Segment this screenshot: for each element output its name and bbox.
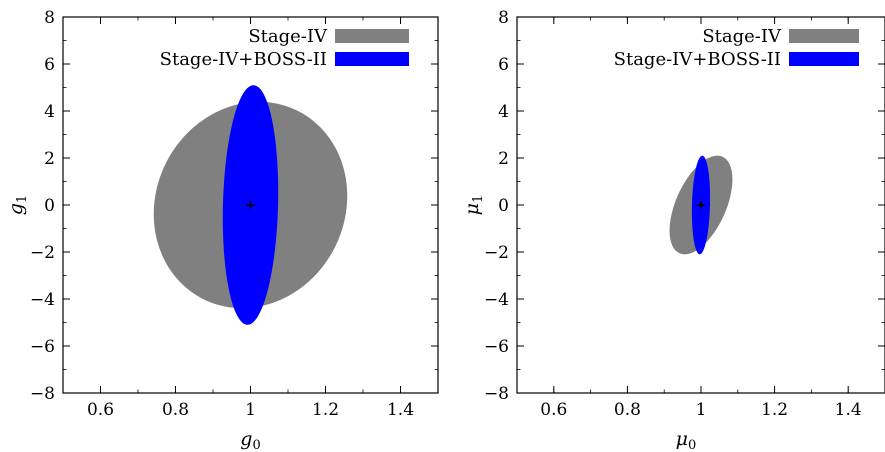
y-tick-label: 2 [44,149,55,169]
legend-label: Stage-IV+BOSS-II [160,49,327,70]
y-tick-label: 6 [498,55,509,75]
y-tick-label: 2 [498,149,509,169]
y-tick-label: −6 [484,337,509,357]
y-tick-label: −8 [30,384,55,404]
legend-swatch [789,52,859,66]
y-tick-label: 4 [498,102,509,122]
y-axis-label: μ1 [461,195,486,216]
x-axis-label: g0 [240,428,260,452]
legend-label: Stage-IV [702,26,782,47]
panel-1: 0.6 0.8 1 1.2 1.4 −8 −6 −4 −2 0 2 4 6 8 g0 g1 Stage-IVSt… [5,8,439,452]
x-tick-label: 0.6 [540,400,567,420]
x-tick-label: 0.6 [87,400,114,420]
y-tick-label: 4 [44,102,55,122]
legend-swatch [335,52,409,66]
x-tick-label: 1.2 [312,400,339,420]
x-tick-label: 1 [245,400,256,420]
legend-swatch [335,29,409,43]
x-tick-label: 1.4 [835,400,862,420]
legend-label: Stage-IV [248,26,328,47]
y-tick-label: 0 [44,196,55,216]
y-tick-label: −2 [484,243,509,263]
x-tick-label: 1.2 [761,400,788,420]
legend-label: Stage-IV+BOSS-II [614,49,781,70]
y-tick-label: 6 [44,55,55,75]
x-tick-label: 1 [696,400,707,420]
x-tick-label: 0.8 [162,400,189,420]
x-tick-label: 0.8 [614,400,641,420]
y-axis-label: g1 [5,195,30,215]
y-tick-label: −2 [30,243,55,263]
y-tick-label: −8 [484,384,509,404]
y-tick-label: 8 [498,8,509,28]
y-tick-label: −6 [30,337,55,357]
y-tick-label: 8 [44,8,55,28]
y-tick-label: 0 [498,196,509,216]
panel-2: 0.6 0.8 1 1.2 1.4 −8 −6 −4 −2 0 2 4 6 8 μ0 μ1 Stage-IVSt… [461,8,885,452]
x-axis-label: μ0 [676,428,697,452]
y-tick-label: −4 [30,290,55,310]
x-tick-label: 1.4 [387,400,414,420]
y-tick-label: −4 [484,290,509,310]
legend-swatch [789,29,859,43]
